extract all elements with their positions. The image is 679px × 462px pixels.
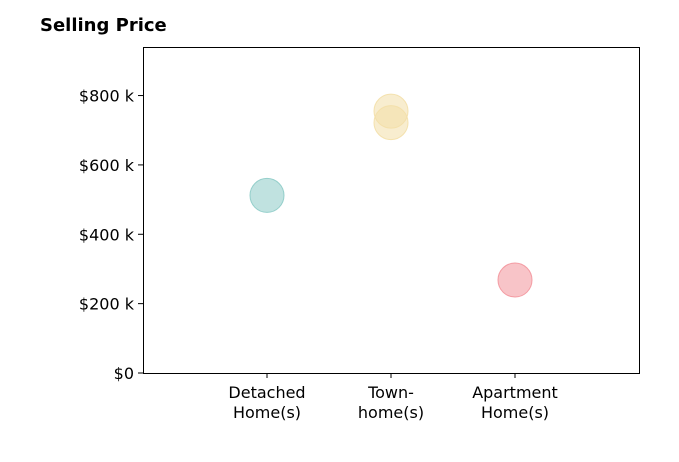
chart-title: Selling Price — [40, 15, 167, 36]
plot-area-frame — [143, 47, 640, 374]
data-point — [373, 105, 409, 141]
x-tick-label: Apartment Home(s) — [472, 383, 558, 422]
y-tick-label: $0 — [114, 364, 134, 383]
y-tick-label: $400 k — [79, 225, 135, 244]
data-point — [497, 262, 533, 298]
y-tick-label: $600 k — [79, 156, 135, 175]
y-tick-label: $800 k — [79, 87, 135, 106]
x-tick-label: Detached Home(s) — [228, 383, 305, 422]
data-points — [249, 93, 533, 298]
y-tick-label: $200 k — [79, 295, 135, 314]
x-tick-label: Town-home(s) — [358, 383, 424, 422]
y-axis-ticks: $0 $200 k $400 k $600 k $800 k — [79, 87, 143, 383]
data-point — [249, 177, 285, 213]
x-axis-ticks: Detached Home(s) Town-home(s) Apartment Home… — [228, 373, 558, 422]
